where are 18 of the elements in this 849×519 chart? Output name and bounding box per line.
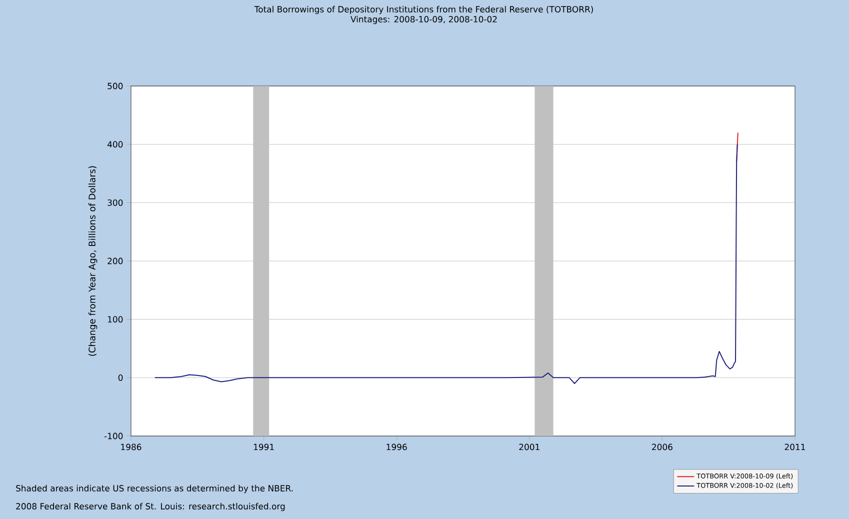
x-tick-label: 2011 bbox=[784, 444, 805, 450]
x-tick-label: 2006 bbox=[652, 444, 672, 450]
y-tick-label: 200 bbox=[108, 258, 123, 264]
x-tick-label: 1996 bbox=[386, 444, 407, 450]
x-tick-label: 1991 bbox=[254, 444, 274, 450]
text: Shaded areas indicate US recessions as determined by the NBER. bbox=[16, 484, 293, 494]
y-tick-label: 500 bbox=[108, 82, 123, 90]
text: 2008 Federal Reserve Bank of St. Louis: research.stlouisfed.org bbox=[16, 502, 285, 512]
x-tick-label: 2001 bbox=[519, 444, 540, 450]
y-axis-title: (Change from Year Ago, Billions of Dollars) bbox=[88, 166, 98, 356]
chart-subtitle: Vintages: 2008-10-09, 2008-10-02 bbox=[350, 16, 497, 24]
y-tick-label: 0 bbox=[118, 374, 123, 381]
y-tick-label: 300 bbox=[108, 199, 123, 206]
y-tick-label: 100 bbox=[108, 316, 123, 323]
chart-title: Total Borrowings of Depository Institutions from the Federal Reserve (TOTBORR) bbox=[254, 6, 593, 14]
y-tick-label: 400 bbox=[107, 141, 123, 148]
y-tick-label: -100 bbox=[104, 432, 123, 440]
x-tick-label: 1986 bbox=[121, 444, 142, 450]
